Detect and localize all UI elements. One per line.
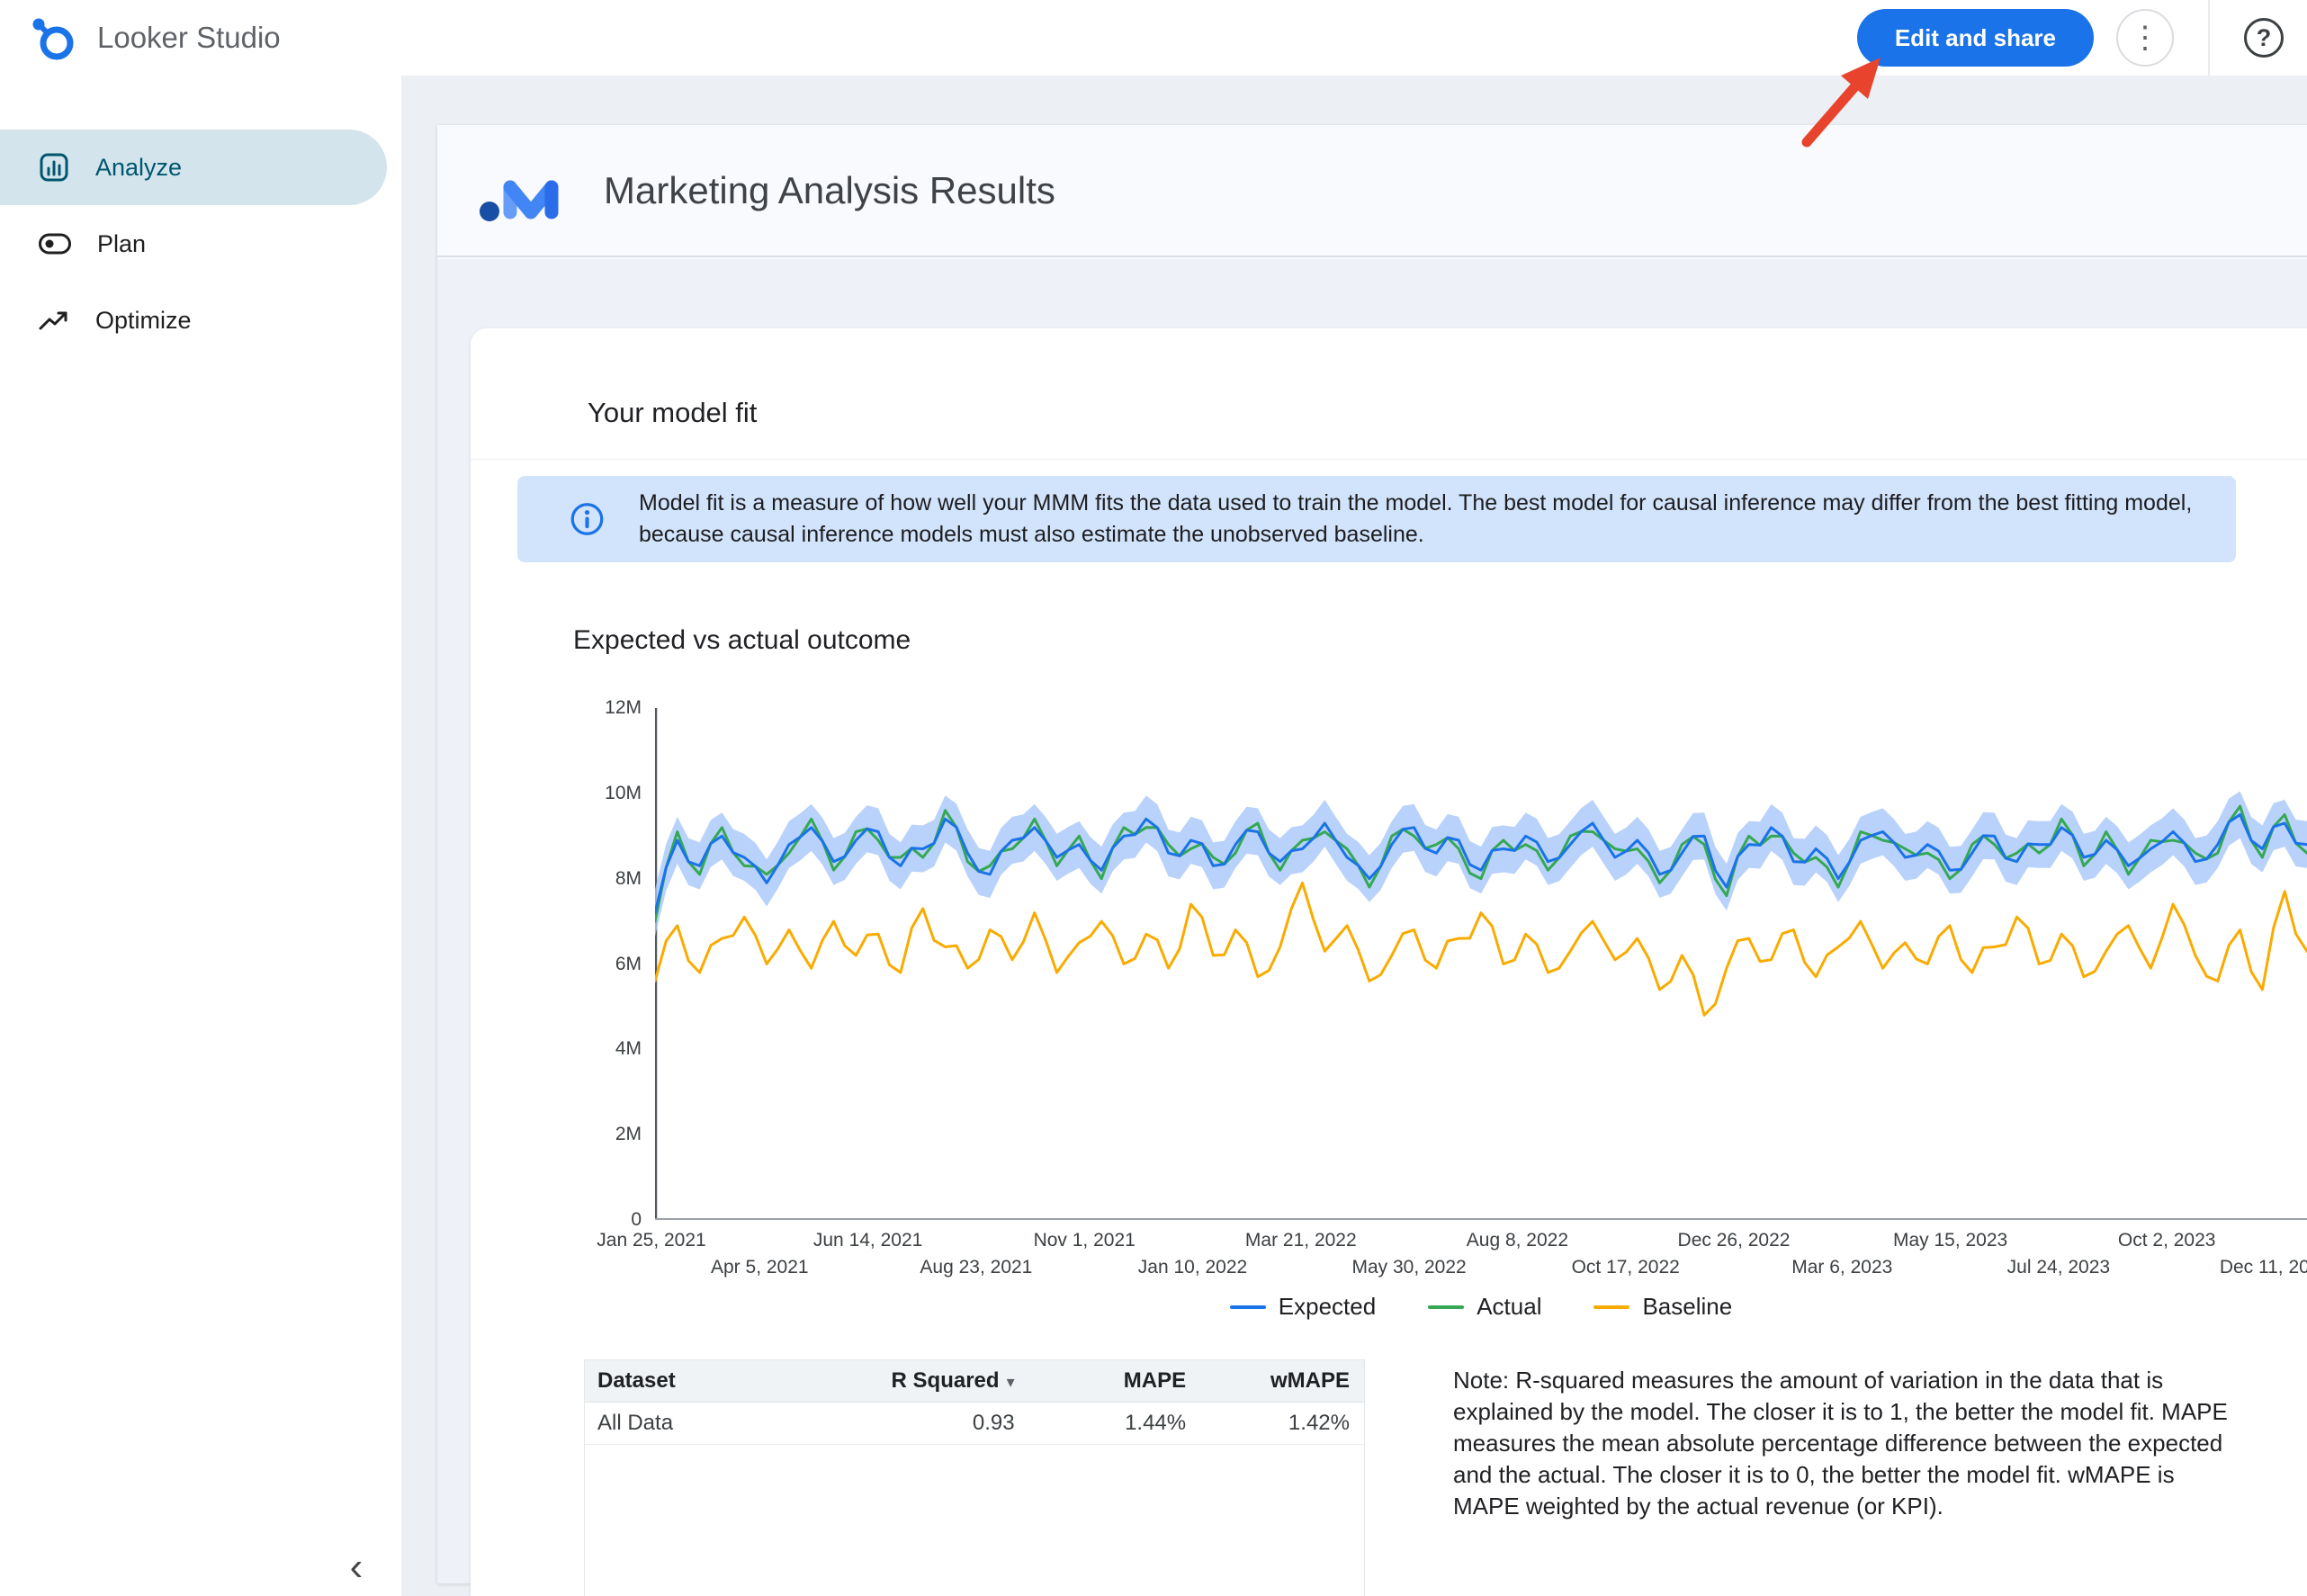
- x-axis-tick-label: Mar 21, 2022: [1244, 1230, 1357, 1251]
- legend-item-actual[interactable]: Actual: [1428, 1293, 1541, 1321]
- table-cell: 1.42%: [1288, 1411, 1350, 1435]
- report-title: Marketing Analysis Results: [604, 168, 1055, 211]
- card-divider: [471, 459, 2307, 460]
- y-axis-tick-label: 8M: [615, 867, 642, 889]
- legend-item-baseline[interactable]: Baseline: [1593, 1293, 1732, 1321]
- edit-and-share-button[interactable]: Edit and share: [1856, 9, 2094, 67]
- chart-legend: Expected Actual Baseline: [655, 1293, 2307, 1321]
- x-axis-tick-label: Oct 2, 2023: [2117, 1230, 2216, 1251]
- info-banner-text: Model fit is a measure of how well your …: [639, 490, 2193, 547]
- x-axis-tick-label: May 30, 2022: [1351, 1257, 1467, 1278]
- x-axis-tick-label: Nov 1, 2021: [1033, 1230, 1136, 1251]
- series-line-baseline: [655, 881, 2307, 1017]
- legend-label: Expected: [1278, 1293, 1377, 1320]
- model-fit-card: Your model fit Model fit is a measure of…: [471, 328, 2307, 1596]
- report-canvas: Marketing Analysis Results Your model fi…: [401, 76, 2307, 1596]
- analyze-chart-icon: [40, 153, 68, 182]
- model-fit-table: Dataset R Squared ▾ MAPE wMAPE All Data 0.93 1…: [584, 1359, 1365, 1596]
- help-icon: ?: [2256, 23, 2272, 51]
- chevron-left-icon: ‹: [349, 1545, 364, 1589]
- app-title: Looker Studio: [97, 21, 281, 54]
- x-axis-tick-label: Jan 10, 2022: [1137, 1257, 1248, 1278]
- help-button[interactable]: ?: [2244, 18, 2284, 58]
- table-row: All Data 0.93 1.44% 1.42%: [585, 1403, 1364, 1445]
- collapse-sidebar-button[interactable]: ‹: [331, 1542, 382, 1592]
- looker-studio-logo-icon: [32, 18, 74, 60]
- sidebar-item-label: Plan: [97, 229, 147, 257]
- x-axis-tick-label: Oct 17, 2022: [1571, 1257, 1680, 1278]
- y-axis-tick-label: 10M: [605, 782, 642, 803]
- column-header-r-squared[interactable]: R Squared ▾: [891, 1368, 1015, 1393]
- table-cell: All Data: [597, 1411, 674, 1435]
- sidebar-item-label: Optimize: [95, 306, 192, 334]
- fit-table-body: All Data 0.93 1.44% 1.42%: [585, 1403, 1364, 1445]
- info-banner: Model fit is a measure of how well your …: [517, 476, 2236, 562]
- model-fit-note: Note: R-squared measures the amount of v…: [1453, 1367, 2228, 1520]
- series-line-expected: [655, 813, 2307, 915]
- sort-desc-icon: ▾: [1006, 1373, 1015, 1391]
- sidebar: Analyze Plan Optimize ‹: [0, 76, 403, 1596]
- x-axis-tick-label: Jul 24, 2023: [2006, 1257, 2111, 1278]
- info-icon: [570, 503, 604, 535]
- x-axis-tick-label: Dec 11, 2023: [2219, 1257, 2307, 1278]
- meridian-logo: [480, 180, 559, 221]
- column-header-dataset[interactable]: Dataset: [597, 1368, 676, 1393]
- fit-table-header: Dataset R Squared ▾ MAPE wMAPE: [585, 1360, 1364, 1403]
- chart-section-title: Expected vs actual outcome: [573, 625, 911, 655]
- legend-label: Actual: [1477, 1293, 1542, 1320]
- brand: Looker Studio: [0, 12, 281, 64]
- column-header-wmape[interactable]: wMAPE: [1270, 1368, 1350, 1393]
- kebab-icon: ⋮: [2130, 21, 2160, 55]
- plan-toggle-icon: [39, 233, 71, 255]
- sidebar-item-label: Analyze: [95, 153, 183, 181]
- y-axis-tick-label: 4M: [615, 1038, 642, 1060]
- table-cell: 0.93: [972, 1411, 1015, 1435]
- legend-swatch: [1229, 1305, 1266, 1309]
- y-axis-tick-label: 0: [631, 1209, 642, 1230]
- column-header-mape[interactable]: MAPE: [1123, 1368, 1187, 1393]
- x-axis-tick-label: Aug 8, 2022: [1466, 1230, 1569, 1251]
- y-axis-tick-label: 12M: [605, 697, 642, 718]
- model-fit-chart[interactable]: [655, 708, 2307, 1220]
- x-axis-tick-label: Jun 14, 2021: [812, 1230, 923, 1251]
- table-cell: 1.44%: [1125, 1411, 1187, 1435]
- x-axis-tick-label: Apr 5, 2021: [711, 1257, 809, 1278]
- legend-label: Baseline: [1642, 1293, 1733, 1320]
- series-line-actual: [655, 804, 2307, 923]
- card-title: Your model fit: [588, 397, 758, 428]
- report-page: Marketing Analysis Results Your model fi…: [437, 125, 2307, 1596]
- legend-item-expected[interactable]: Expected: [1229, 1293, 1377, 1321]
- legend-swatch: [1428, 1305, 1465, 1309]
- sidebar-item-plan[interactable]: Plan: [0, 206, 387, 282]
- x-axis-tick-label: Jan 25, 2021: [597, 1230, 706, 1251]
- report-header: Marketing Analysis Results: [437, 125, 2307, 257]
- topbar-actions: Edit and share ⋮ ?: [1856, 0, 2307, 76]
- sidebar-item-analyze[interactable]: Analyze: [0, 130, 387, 205]
- x-axis-tick-label: Aug 23, 2021: [920, 1257, 1033, 1278]
- x-axis-tick-label: Mar 6, 2023: [1791, 1257, 1893, 1278]
- more-options-button[interactable]: ⋮: [2116, 9, 2174, 67]
- legend-swatch: [1593, 1305, 1630, 1309]
- x-axis-tick-label: Dec 26, 2022: [1677, 1230, 1791, 1251]
- optimize-trending-up-icon: [39, 311, 67, 330]
- topbar: Looker Studio Edit and share ⋮ ?: [0, 0, 2307, 76]
- topbar-divider: [2208, 0, 2210, 76]
- x-axis-tick-label: May 15, 2023: [1892, 1230, 2008, 1251]
- sidebar-item-optimize[interactable]: Optimize: [0, 282, 387, 358]
- report-body: Your model fit Model fit is a measure of…: [437, 259, 2307, 1596]
- y-axis-tick-label: 6M: [615, 953, 642, 974]
- y-axis-tick-label: 2M: [615, 1124, 642, 1145]
